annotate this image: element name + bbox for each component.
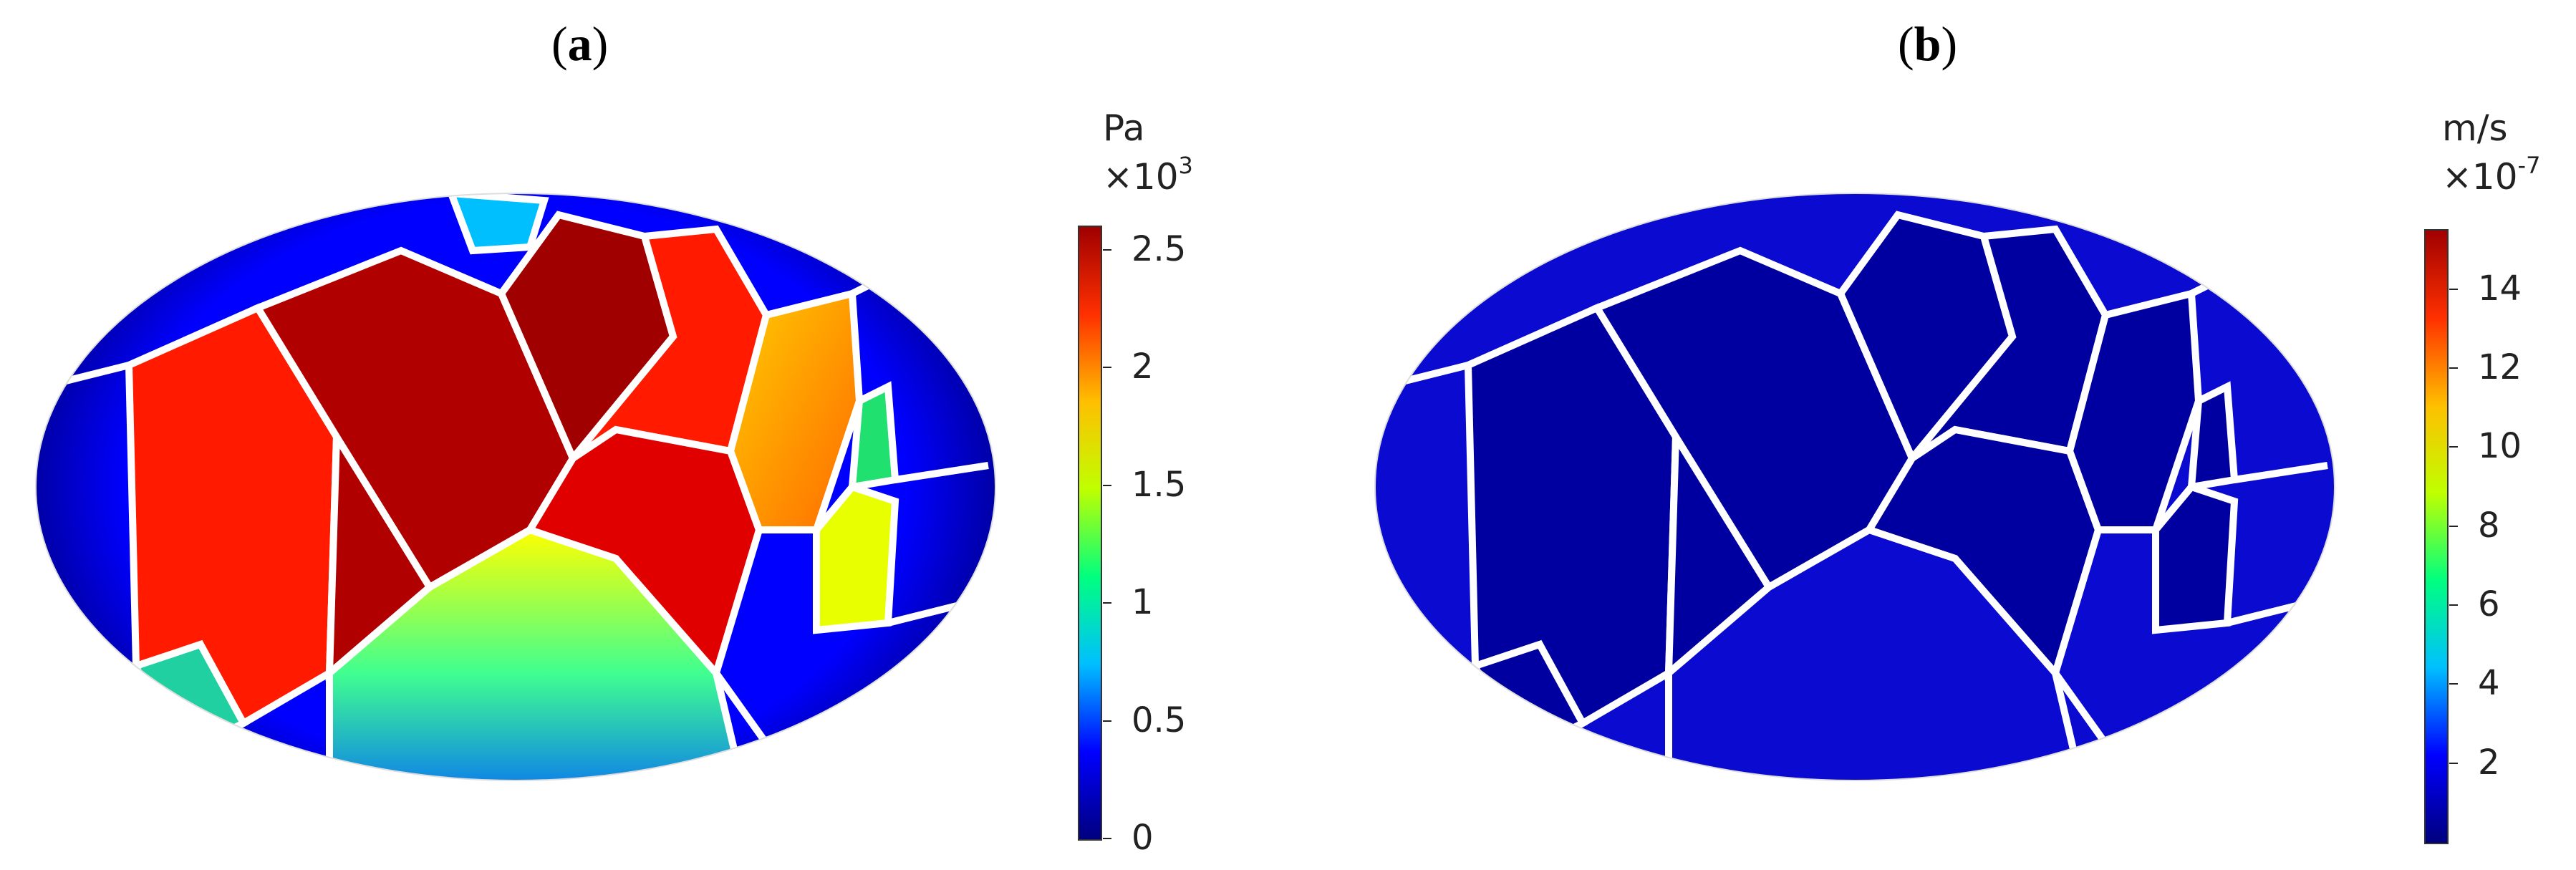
colorbar-tick-label: 2 [1103, 347, 1154, 387]
colorbar-tick-label: 4 [2449, 663, 2500, 704]
colorbar-tick-label: 14 [2449, 268, 2522, 309]
velocity-field-plot [1374, 193, 2335, 781]
colorbar-tick-label: 2.5 [1102, 228, 1187, 269]
colorbar-b-unit: m/s [2442, 107, 2508, 149]
cell-small-1 [2187, 381, 2239, 491]
cell-red-mid [524, 425, 763, 681]
cell-lower-big [1665, 526, 2089, 780]
cell-small-2 [2152, 483, 2239, 634]
colorbar-tick-label: 1.5 [1102, 464, 1187, 505]
cell-cyan-top [445, 193, 549, 255]
colorbar-tick-label: 0.5 [1102, 700, 1187, 740]
colorbar-tick-label: 8 [2449, 505, 2500, 546]
pressure-field-plot [35, 193, 996, 781]
colorbar-tick-label: 0 [1103, 818, 1154, 858]
panel-label-b: (b) [1898, 16, 1958, 71]
cell-green-small [848, 381, 899, 491]
colorbar-tick-label: 10 [2449, 426, 2522, 467]
colorbar-tick-label: 12 [2449, 347, 2522, 388]
panel-label-a: (a) [551, 16, 609, 71]
colorbar-a [1078, 226, 1102, 841]
colorbar-tick-label: 6 [2449, 584, 2500, 625]
colorbar-a-unit: Pa [1103, 107, 1145, 149]
colorbar-b-multiplier: ×10-7 [2442, 152, 2541, 198]
cell-yellow-small [813, 483, 899, 634]
colorbar-b [2424, 229, 2449, 844]
colorbar-a-multiplier: ×103 [1103, 152, 1193, 198]
colorbar-tick-label: 1 [1103, 582, 1154, 623]
colorbar-tick-label: 2 [2449, 742, 2500, 783]
